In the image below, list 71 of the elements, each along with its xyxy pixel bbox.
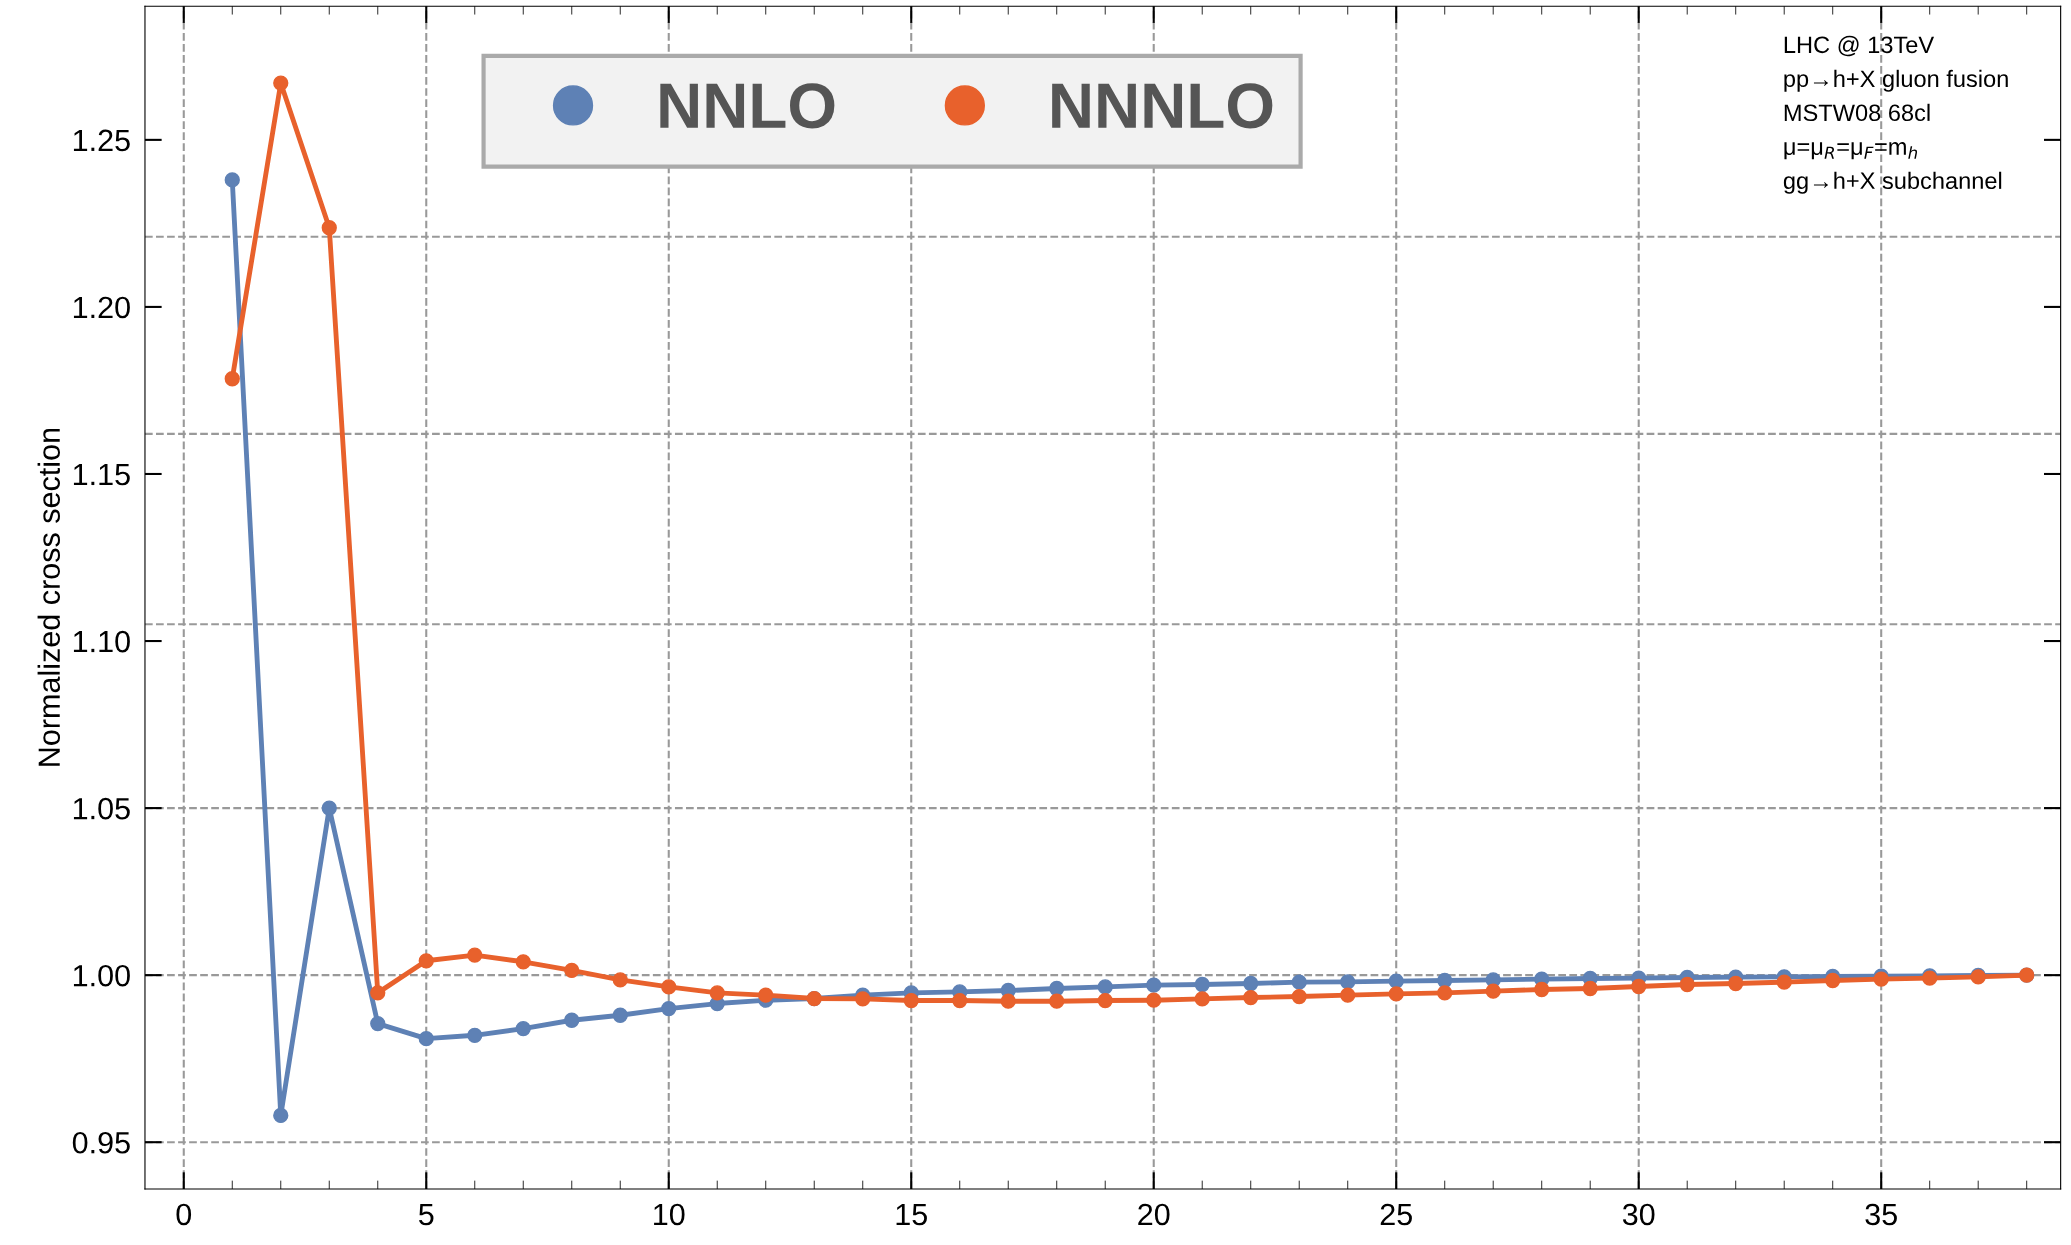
point: [418, 1030, 434, 1047]
point: [1243, 975, 1259, 992]
point: [273, 1107, 289, 1124]
point: [1243, 989, 1259, 1006]
point: [273, 75, 289, 91]
point: [1437, 985, 1453, 1001]
y-tick-label: 1.15: [73, 464, 130, 486]
point: [1340, 987, 1356, 1003]
y-tick-label: 1.10: [73, 630, 130, 653]
point: [1000, 993, 1016, 1009]
legend-label: NNLO: [660, 83, 835, 129]
point: [1291, 974, 1307, 990]
point: [1194, 976, 1210, 993]
point: [758, 987, 774, 1003]
point: [467, 947, 483, 963]
point: [612, 1007, 628, 1023]
legend-label: NNNLO: [1052, 83, 1273, 129]
point: [1097, 979, 1113, 995]
point: [1291, 988, 1307, 1005]
text: LHC @ 13TeV pp→h+X gluon fusion MSTW08 68cl μ=μ$_{R}$=μ$_{F}$=m$_{h}$ gg→h+X subchannel: [1783, 35, 2008, 194]
point: [1582, 980, 1598, 997]
point: [661, 979, 677, 995]
point: [564, 962, 580, 979]
point: [855, 991, 871, 1007]
point: [1340, 974, 1356, 990]
x-tick-label: 0: [176, 1203, 192, 1226]
x-tick-label: 20: [1138, 1203, 1170, 1226]
point: [418, 953, 434, 969]
y-tick-label: 1.05: [73, 797, 130, 820]
point: [1388, 973, 1404, 989]
point: [612, 972, 628, 988]
point: [1485, 983, 1501, 999]
point: [1631, 978, 1647, 995]
point: [370, 985, 386, 1001]
point: [1146, 992, 1162, 1008]
point: [1534, 981, 1550, 998]
point: [952, 992, 968, 1009]
point: [321, 800, 337, 816]
point: [321, 220, 337, 236]
point: [1049, 993, 1065, 1009]
point: [661, 1000, 677, 1017]
x-tick-label: 15: [896, 1203, 927, 1226]
point: [224, 172, 240, 188]
point: [903, 992, 919, 1009]
y-tick-label: 1.25: [73, 129, 130, 152]
point: [1194, 991, 1210, 1007]
point: [467, 1027, 483, 1043]
point: [1437, 972, 1453, 989]
point: [1728, 975, 1744, 992]
x-tick-label: 10: [654, 1203, 685, 1226]
point: [1097, 992, 1113, 1009]
x-tick-label: 5: [418, 1203, 434, 1226]
point: [515, 1020, 531, 1037]
point: [1388, 986, 1404, 1002]
point: [1825, 972, 1841, 989]
point: [224, 371, 240, 387]
point: [564, 1012, 580, 1028]
point: [515, 954, 531, 970]
point: [709, 985, 725, 1001]
y-tick-label: 1.00: [73, 964, 130, 987]
point: [1049, 980, 1065, 997]
point: [1679, 976, 1695, 993]
y-axis-title: Normalized cross section: [37, 428, 61, 766]
x-tick-label: 35: [1865, 1203, 1897, 1226]
point: [1776, 974, 1792, 990]
x-tick-label: 25: [1380, 1203, 1412, 1226]
point: [370, 1015, 386, 1032]
x-tick-label: 30: [1622, 1203, 1655, 1226]
y-tick-label: 1.20: [73, 296, 130, 319]
point: [1146, 977, 1162, 993]
y-tick-label: 0.95: [72, 1131, 130, 1154]
